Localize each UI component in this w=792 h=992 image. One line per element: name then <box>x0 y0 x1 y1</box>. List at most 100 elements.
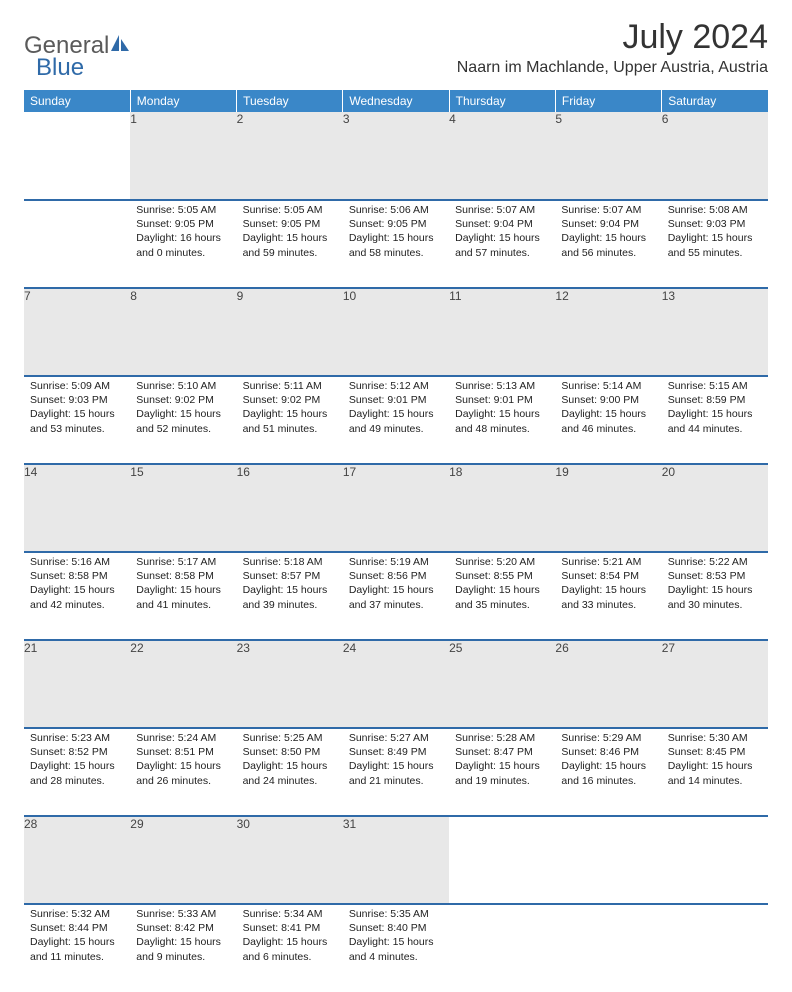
logo-blue-text: Blue <box>36 54 131 82</box>
sunset-text: Sunset: 8:56 PM <box>349 569 443 583</box>
week-daynum-row: 14151617181920 <box>24 464 768 552</box>
col-head-sat: Saturday <box>662 90 768 112</box>
day-cell: Sunrise: 5:09 AMSunset: 9:03 PMDaylight:… <box>24 376 130 464</box>
sunset-text: Sunset: 8:47 PM <box>455 745 549 759</box>
day-cell-content: Sunrise: 5:25 AMSunset: 8:50 PMDaylight:… <box>237 729 343 794</box>
daylight-text: Daylight: 16 hours and 0 minutes. <box>136 231 230 259</box>
day-number-cell: 3 <box>343 112 449 200</box>
day-cell-content: Sunrise: 5:32 AMSunset: 8:44 PMDaylight:… <box>24 905 130 970</box>
sunset-text: Sunset: 8:49 PM <box>349 745 443 759</box>
day-cell-content: Sunrise: 5:33 AMSunset: 8:42 PMDaylight:… <box>130 905 236 970</box>
daylight-text: Daylight: 15 hours and 4 minutes. <box>349 935 443 963</box>
daylight-text: Daylight: 15 hours and 37 minutes. <box>349 583 443 611</box>
day-cell: Sunrise: 5:29 AMSunset: 8:46 PMDaylight:… <box>555 728 661 816</box>
day-cell-content: Sunrise: 5:05 AMSunset: 9:05 PMDaylight:… <box>237 201 343 266</box>
day-cell-content: Sunrise: 5:27 AMSunset: 8:49 PMDaylight:… <box>343 729 449 794</box>
day-number-cell: 1 <box>130 112 236 200</box>
day-number-cell: 7 <box>24 288 130 376</box>
day-cell-content: Sunrise: 5:17 AMSunset: 8:58 PMDaylight:… <box>130 553 236 618</box>
sunset-text: Sunset: 9:04 PM <box>561 217 655 231</box>
daylight-text: Daylight: 15 hours and 6 minutes. <box>243 935 337 963</box>
daylight-text: Daylight: 15 hours and 24 minutes. <box>243 759 337 787</box>
day-cell: Sunrise: 5:32 AMSunset: 8:44 PMDaylight:… <box>24 904 130 992</box>
sunrise-text: Sunrise: 5:20 AM <box>455 555 549 569</box>
sunset-text: Sunset: 9:03 PM <box>668 217 762 231</box>
daylight-text: Daylight: 15 hours and 19 minutes. <box>455 759 549 787</box>
day-number-cell: 2 <box>237 112 343 200</box>
day-cell-content: Sunrise: 5:06 AMSunset: 9:05 PMDaylight:… <box>343 201 449 266</box>
sunset-text: Sunset: 9:05 PM <box>136 217 230 231</box>
daylight-text: Daylight: 15 hours and 9 minutes. <box>136 935 230 963</box>
sunset-text: Sunset: 9:00 PM <box>561 393 655 407</box>
week-content-row: Sunrise: 5:23 AMSunset: 8:52 PMDaylight:… <box>24 728 768 816</box>
sunrise-text: Sunrise: 5:27 AM <box>349 731 443 745</box>
day-cell-content: Sunrise: 5:15 AMSunset: 8:59 PMDaylight:… <box>662 377 768 442</box>
week-daynum-row: 21222324252627 <box>24 640 768 728</box>
day-cell: Sunrise: 5:07 AMSunset: 9:04 PMDaylight:… <box>555 200 661 288</box>
sunset-text: Sunset: 9:04 PM <box>455 217 549 231</box>
day-number-cell: 29 <box>130 816 236 904</box>
sunrise-text: Sunrise: 5:33 AM <box>136 907 230 921</box>
day-cell: Sunrise: 5:10 AMSunset: 9:02 PMDaylight:… <box>130 376 236 464</box>
day-cell-content: Sunrise: 5:22 AMSunset: 8:53 PMDaylight:… <box>662 553 768 618</box>
day-cell: Sunrise: 5:27 AMSunset: 8:49 PMDaylight:… <box>343 728 449 816</box>
sunset-text: Sunset: 8:53 PM <box>668 569 762 583</box>
day-cell: Sunrise: 5:05 AMSunset: 9:05 PMDaylight:… <box>130 200 236 288</box>
week-content-row: Sunrise: 5:05 AMSunset: 9:05 PMDaylight:… <box>24 200 768 288</box>
day-cell: Sunrise: 5:28 AMSunset: 8:47 PMDaylight:… <box>449 728 555 816</box>
sunset-text: Sunset: 8:42 PM <box>136 921 230 935</box>
daylight-text: Daylight: 15 hours and 55 minutes. <box>668 231 762 259</box>
sunrise-text: Sunrise: 5:15 AM <box>668 379 762 393</box>
day-cell: Sunrise: 5:30 AMSunset: 8:45 PMDaylight:… <box>662 728 768 816</box>
sunset-text: Sunset: 8:59 PM <box>668 393 762 407</box>
logo: General Blue <box>24 18 131 82</box>
day-number-cell: 14 <box>24 464 130 552</box>
day-number-cell: 18 <box>449 464 555 552</box>
sunrise-text: Sunrise: 5:09 AM <box>30 379 124 393</box>
day-cell-content: Sunrise: 5:13 AMSunset: 9:01 PMDaylight:… <box>449 377 555 442</box>
day-number-cell: 10 <box>343 288 449 376</box>
day-cell-content: Sunrise: 5:10 AMSunset: 9:02 PMDaylight:… <box>130 377 236 442</box>
daylight-text: Daylight: 15 hours and 21 minutes. <box>349 759 443 787</box>
sunset-text: Sunset: 8:52 PM <box>30 745 124 759</box>
sunset-text: Sunset: 8:51 PM <box>136 745 230 759</box>
week-daynum-row: 123456 <box>24 112 768 200</box>
sunset-text: Sunset: 8:44 PM <box>30 921 124 935</box>
day-cell: Sunrise: 5:17 AMSunset: 8:58 PMDaylight:… <box>130 552 236 640</box>
sunset-text: Sunset: 9:05 PM <box>349 217 443 231</box>
day-cell-content: Sunrise: 5:09 AMSunset: 9:03 PMDaylight:… <box>24 377 130 442</box>
day-cell: Sunrise: 5:05 AMSunset: 9:05 PMDaylight:… <box>237 200 343 288</box>
sunset-text: Sunset: 8:46 PM <box>561 745 655 759</box>
sunrise-text: Sunrise: 5:14 AM <box>561 379 655 393</box>
day-cell-content: Sunrise: 5:24 AMSunset: 8:51 PMDaylight:… <box>130 729 236 794</box>
day-cell-content: Sunrise: 5:18 AMSunset: 8:57 PMDaylight:… <box>237 553 343 618</box>
sunrise-text: Sunrise: 5:30 AM <box>668 731 762 745</box>
col-head-sun: Sunday <box>24 90 130 112</box>
day-cell-content: Sunrise: 5:21 AMSunset: 8:54 PMDaylight:… <box>555 553 661 618</box>
sunset-text: Sunset: 9:02 PM <box>136 393 230 407</box>
day-cell: Sunrise: 5:06 AMSunset: 9:05 PMDaylight:… <box>343 200 449 288</box>
day-number-cell: 22 <box>130 640 236 728</box>
daylight-text: Daylight: 15 hours and 14 minutes. <box>668 759 762 787</box>
day-number-cell: 21 <box>24 640 130 728</box>
sunrise-text: Sunrise: 5:17 AM <box>136 555 230 569</box>
sunrise-text: Sunrise: 5:35 AM <box>349 907 443 921</box>
day-number-cell: 23 <box>237 640 343 728</box>
sunrise-text: Sunrise: 5:05 AM <box>243 203 337 217</box>
sunrise-text: Sunrise: 5:28 AM <box>455 731 549 745</box>
day-cell: Sunrise: 5:22 AMSunset: 8:53 PMDaylight:… <box>662 552 768 640</box>
daylight-text: Daylight: 15 hours and 57 minutes. <box>455 231 549 259</box>
day-number-cell: 11 <box>449 288 555 376</box>
sunrise-text: Sunrise: 5:16 AM <box>30 555 124 569</box>
day-cell: Sunrise: 5:34 AMSunset: 8:41 PMDaylight:… <box>237 904 343 992</box>
daylight-text: Daylight: 15 hours and 52 minutes. <box>136 407 230 435</box>
day-number-cell: 8 <box>130 288 236 376</box>
week-content-row: Sunrise: 5:32 AMSunset: 8:44 PMDaylight:… <box>24 904 768 992</box>
daylight-text: Daylight: 15 hours and 33 minutes. <box>561 583 655 611</box>
sunrise-text: Sunrise: 5:13 AM <box>455 379 549 393</box>
daylight-text: Daylight: 15 hours and 11 minutes. <box>30 935 124 963</box>
sunrise-text: Sunrise: 5:25 AM <box>243 731 337 745</box>
sunset-text: Sunset: 9:03 PM <box>30 393 124 407</box>
day-number-cell: 6 <box>662 112 768 200</box>
sunrise-text: Sunrise: 5:29 AM <box>561 731 655 745</box>
